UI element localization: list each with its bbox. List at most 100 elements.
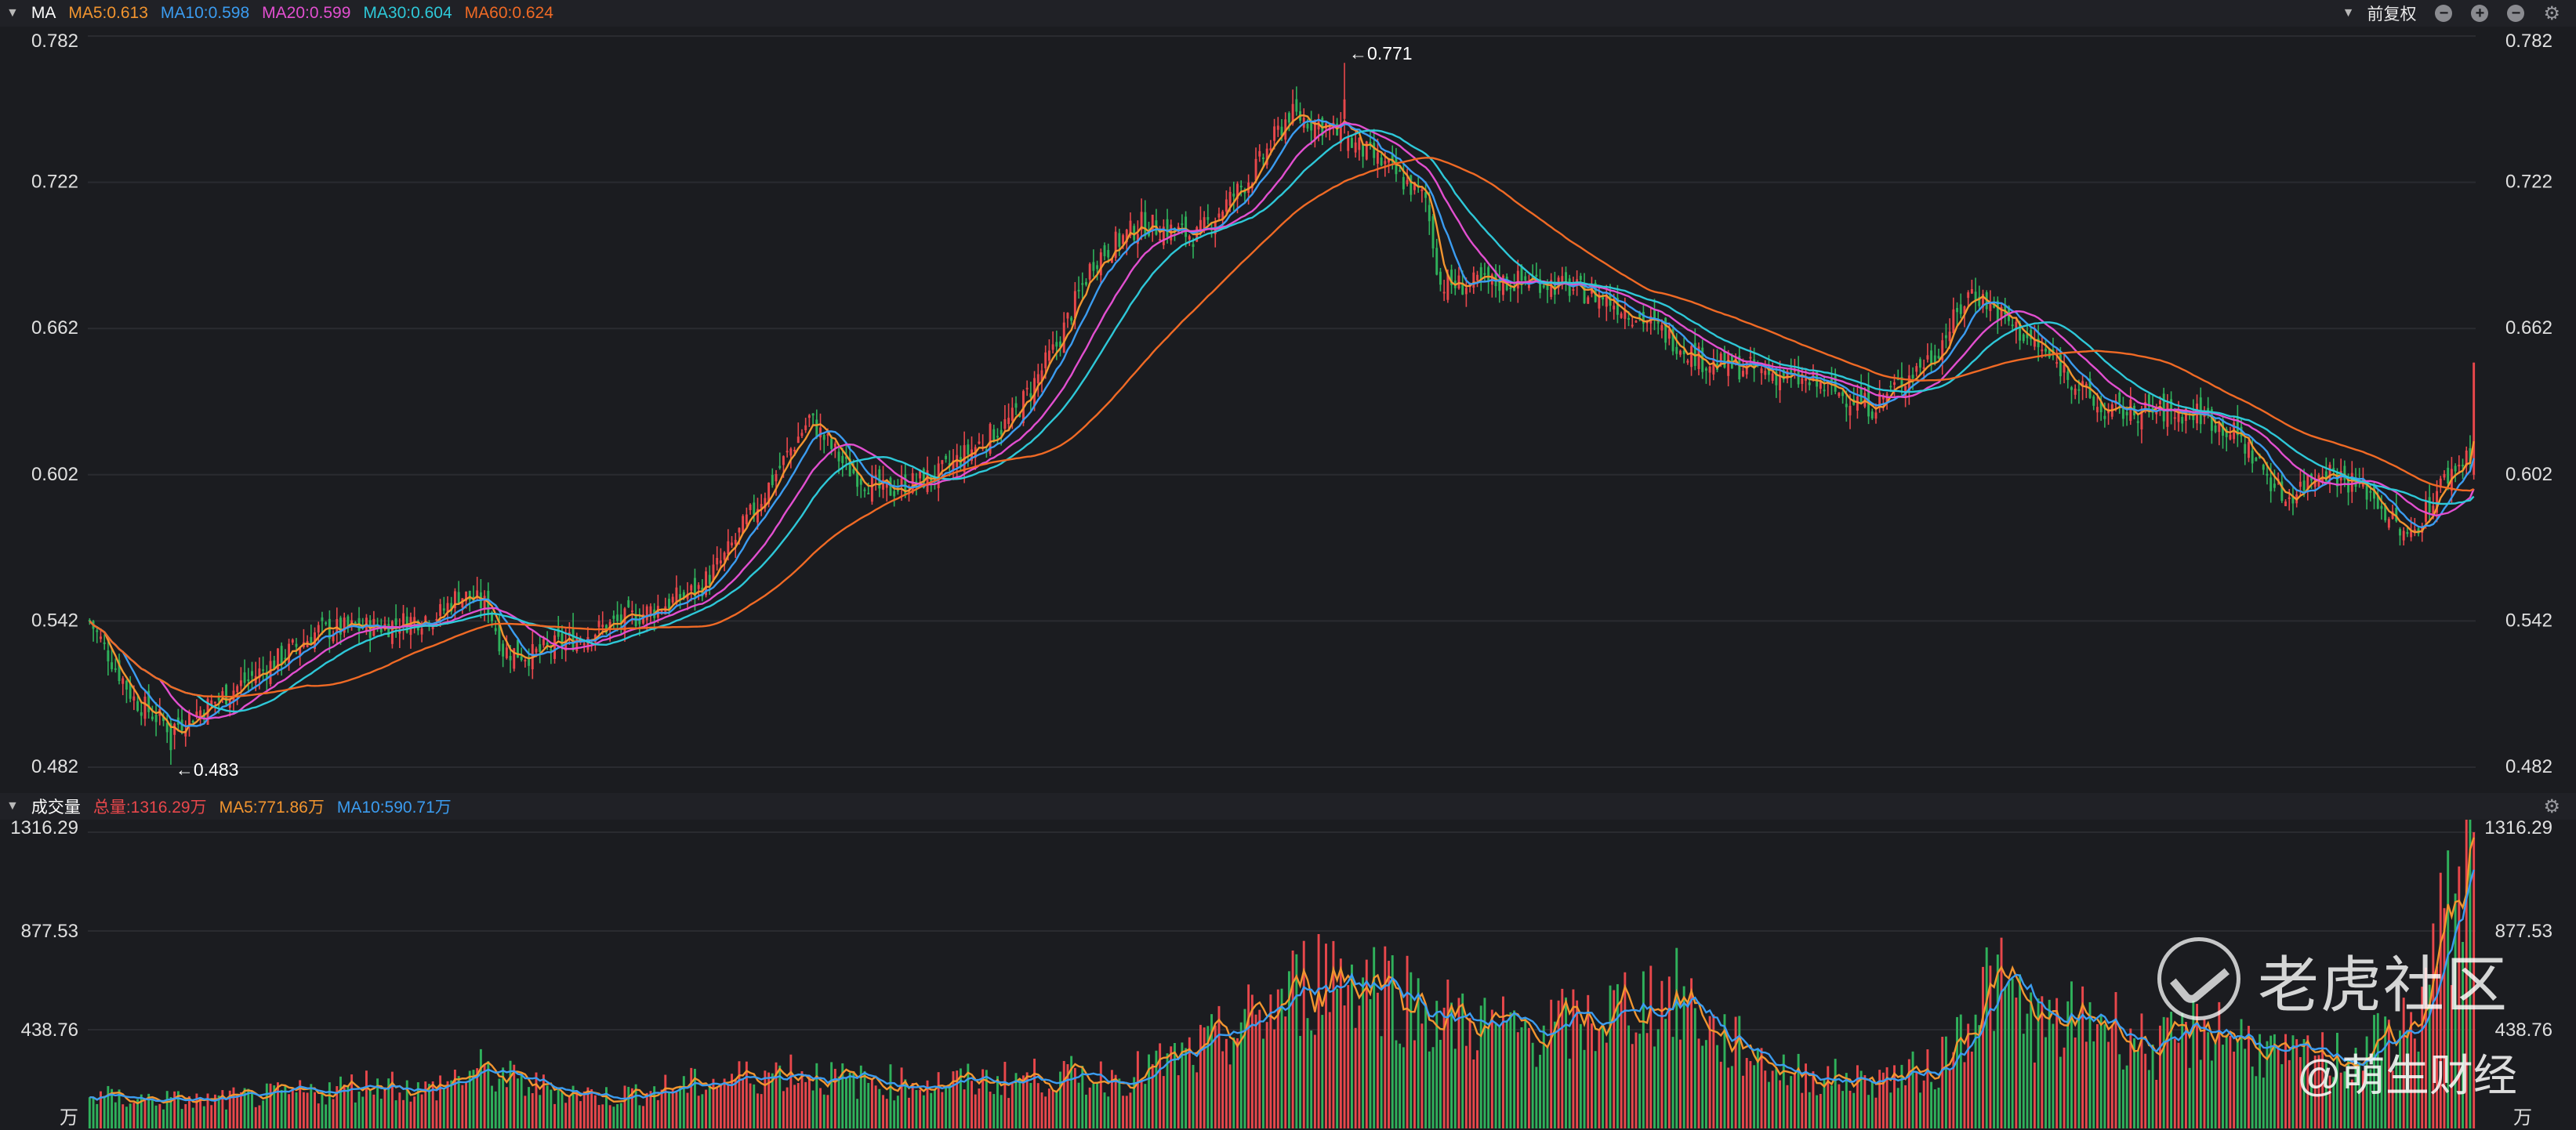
volume-bar bbox=[582, 1091, 586, 1128]
candle-body bbox=[1967, 292, 1970, 299]
candle-body bbox=[217, 697, 220, 701]
volume-bar bbox=[956, 1070, 959, 1128]
candle-body bbox=[1830, 378, 1833, 383]
candle-body bbox=[575, 638, 579, 651]
candle-body bbox=[2162, 393, 2165, 422]
volume-bar bbox=[896, 1096, 899, 1128]
volume-bar bbox=[656, 1099, 659, 1128]
volume-bar bbox=[1531, 1042, 1534, 1128]
volume-bar bbox=[302, 1092, 305, 1128]
volume-bar bbox=[542, 1074, 545, 1128]
volume-bar bbox=[1214, 1025, 1217, 1128]
candle-body bbox=[539, 644, 542, 653]
volume-bar bbox=[1830, 1085, 1833, 1128]
volume-bar bbox=[265, 1083, 268, 1128]
candle-body bbox=[941, 460, 944, 465]
adjust-caret-icon[interactable]: ▼ bbox=[2342, 6, 2355, 20]
candle-body bbox=[173, 723, 176, 735]
candle-body bbox=[1539, 279, 1542, 293]
volume-bar bbox=[147, 1093, 151, 1128]
volume-bar bbox=[365, 1070, 368, 1128]
price-chart[interactable]: 0.782 0.782 0.722 0.722 0.662 0.662 0.602 0.602… bbox=[0, 27, 2576, 793]
volume-bar bbox=[2121, 1069, 2124, 1128]
candle-body bbox=[645, 606, 648, 621]
volume-bar bbox=[1047, 1088, 1050, 1128]
volume-bar bbox=[649, 1091, 652, 1128]
volume-bar bbox=[2240, 1019, 2243, 1128]
gear-icon[interactable]: ⚙ bbox=[2543, 2, 2560, 24]
volume-bar bbox=[2277, 1046, 2280, 1128]
candle-body bbox=[1941, 340, 1944, 360]
volume-bar bbox=[1527, 1027, 1530, 1128]
volume-bar bbox=[937, 1072, 940, 1128]
volume-bar bbox=[1280, 988, 1283, 1128]
minus-circle-icon[interactable]: − bbox=[2507, 5, 2525, 22]
volume-bar bbox=[1989, 965, 1992, 1128]
candle-body bbox=[143, 696, 147, 719]
volume-bar bbox=[2004, 987, 2007, 1128]
volume-bar bbox=[2280, 1064, 2284, 1128]
candle-body bbox=[1221, 211, 1225, 219]
candle-body bbox=[796, 436, 800, 444]
candle-body bbox=[1166, 219, 1169, 237]
volume-bar bbox=[1192, 1064, 1195, 1128]
gear-icon[interactable]: ⚙ bbox=[2543, 795, 2560, 817]
candle-body bbox=[1712, 359, 1715, 375]
candle-body bbox=[1841, 392, 1845, 397]
plus-circle-icon[interactable]: + bbox=[2471, 5, 2489, 22]
candle-body bbox=[2170, 399, 2173, 412]
volume-bar bbox=[996, 1076, 999, 1128]
collapse-caret-icon[interactable]: ▼ bbox=[6, 799, 19, 813]
volume-bar bbox=[498, 1078, 501, 1128]
volume-bar bbox=[2417, 1051, 2420, 1128]
candle-body bbox=[612, 615, 615, 619]
volume-bar bbox=[985, 1070, 988, 1128]
candle-body bbox=[1948, 331, 1951, 342]
volume-bar bbox=[800, 1070, 804, 1128]
candle-body bbox=[571, 627, 575, 650]
candle-body bbox=[2306, 475, 2309, 490]
volume-bar bbox=[228, 1090, 231, 1128]
candle-body bbox=[542, 639, 545, 646]
volume-bar bbox=[1262, 1038, 1264, 1128]
volume-title[interactable]: 成交量 bbox=[31, 799, 81, 817]
candle-body bbox=[546, 643, 549, 646]
candle-body bbox=[2055, 362, 2059, 364]
candle-body bbox=[1664, 317, 1667, 343]
candle-body bbox=[258, 668, 261, 679]
volume-chart[interactable]: 1316.29 1316.29 877.53 877.53 438.76 438.76 万 万 bbox=[0, 820, 2576, 1130]
volume-bar bbox=[457, 1076, 460, 1128]
candle-body bbox=[1926, 355, 1929, 360]
volume-bar bbox=[1325, 943, 1327, 1128]
volume-bar bbox=[1915, 1072, 1918, 1128]
candle-body bbox=[494, 628, 497, 632]
candle-body bbox=[1003, 419, 1007, 429]
candle-body bbox=[125, 680, 128, 690]
volume-bar bbox=[815, 1063, 818, 1128]
candle-body bbox=[502, 643, 505, 657]
volume-bar bbox=[2000, 937, 2003, 1128]
volume-bar bbox=[1003, 1061, 1007, 1128]
volume-bar bbox=[1602, 1024, 1605, 1128]
indicator-label[interactable]: MA bbox=[31, 4, 56, 22]
candle-body bbox=[1044, 352, 1047, 368]
volume-bar bbox=[959, 1068, 962, 1128]
collapse-caret-icon[interactable]: ▼ bbox=[6, 6, 19, 20]
volume-bar bbox=[679, 1085, 682, 1128]
candle-body bbox=[96, 630, 99, 632]
volume-bar bbox=[1483, 998, 1486, 1128]
candle-body bbox=[2225, 429, 2228, 437]
minus-circle-icon[interactable]: − bbox=[2435, 5, 2453, 22]
volume-bar bbox=[1937, 1087, 1940, 1128]
candle-body bbox=[874, 475, 877, 478]
volume-bar bbox=[1900, 1064, 1903, 1128]
candle-body bbox=[623, 608, 626, 633]
adjust-mode-select[interactable]: 前复权 bbox=[2367, 5, 2417, 24]
candle-body bbox=[1838, 393, 1841, 397]
candle-body bbox=[1099, 252, 1102, 276]
candle-body bbox=[1849, 405, 1852, 416]
volume-bar bbox=[1033, 1058, 1036, 1128]
volume-bar bbox=[1583, 1049, 1586, 1128]
candle-body bbox=[1085, 281, 1087, 285]
volume-bar bbox=[1148, 1054, 1150, 1128]
